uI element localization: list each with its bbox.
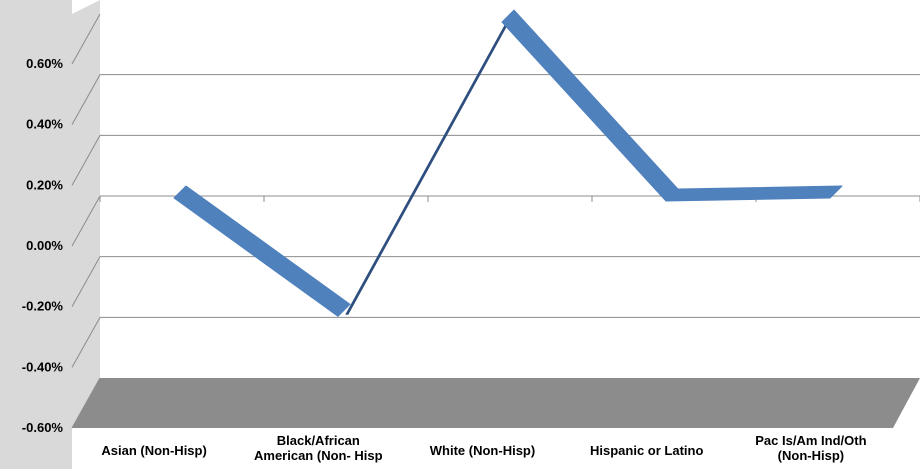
y-tick-label: 0.00% [26,238,63,253]
gridline-side [71,256,101,307]
y-tick-label: 0.60% [26,56,63,71]
left-wall [0,0,72,469]
series-segment [665,185,843,202]
series-segment [173,185,351,317]
gridline-side [71,74,101,125]
x-tick-label: Pac Is/Am Ind/Oth (Non-Hisp) [755,433,866,463]
category-band [72,428,920,469]
chart-floor [72,378,920,428]
y-tick-label: -0.60% [22,420,64,435]
y-tick-label: 0.20% [26,177,63,192]
gridline-side [71,13,101,65]
gridline-side [71,377,101,429]
y-tick-label: -0.40% [22,359,64,374]
gridline-side [71,195,101,247]
gridline-side [71,135,101,186]
y-tick-label: 0.40% [26,117,63,132]
side-wall [72,0,100,428]
x-tick-label: White (Non-Hisp) [430,443,535,458]
x-axis-tick-labels: Asian (Non-Hisp) Black/African American (N… [101,433,866,463]
y-tick-label: -0.20% [22,299,64,314]
x-tick-label: Hispanic or Latino [590,443,703,458]
x-tick-label: Black/African American (Non- Hisp [254,433,383,463]
gridline-side [71,317,101,368]
x-tick-label: Asian (Non-Hisp) [101,443,206,458]
y-axis-tick-labels: 0.60% 0.40% 0.20% 0.00% -0.20% -0.40% -0.60% [22,56,64,435]
series-line [173,9,843,317]
